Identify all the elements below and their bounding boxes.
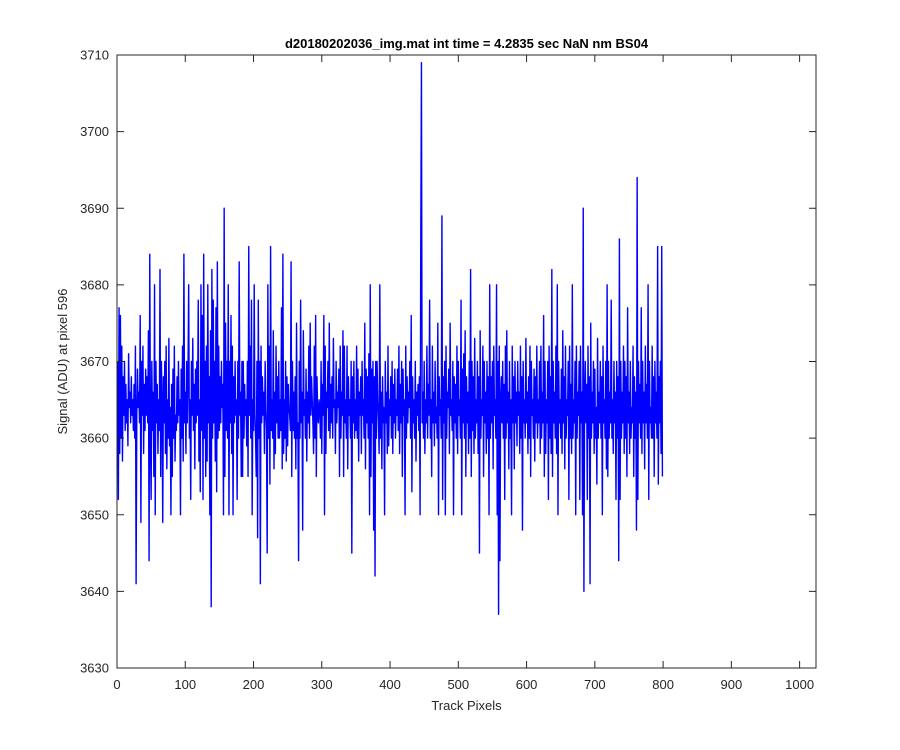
x-axis-label: Track Pixels xyxy=(431,698,502,713)
y-tick-label: 3690 xyxy=(80,201,109,216)
x-tick-label: 300 xyxy=(311,677,333,692)
x-tick-label: 0 xyxy=(113,677,120,692)
y-tick-label: 3630 xyxy=(80,661,109,676)
x-tick-label: 800 xyxy=(652,677,674,692)
x-tick-label: 200 xyxy=(243,677,265,692)
x-tick-label: 100 xyxy=(174,677,196,692)
x-axis-ticks: 0 100 200 300 400 500 600 700 800 900 1000 xyxy=(113,55,814,692)
x-tick-label: 600 xyxy=(516,677,538,692)
y-tick-label: 3700 xyxy=(80,124,109,139)
y-tick-label: 3660 xyxy=(80,431,109,446)
x-tick-label: 400 xyxy=(379,677,401,692)
x-tick-label: 500 xyxy=(447,677,469,692)
y-tick-label: 3680 xyxy=(80,277,109,292)
axes-box xyxy=(117,55,816,668)
series-line-signal xyxy=(116,61,664,616)
y-tick-label: 3640 xyxy=(80,584,109,599)
x-tick-label: 700 xyxy=(584,677,606,692)
y-tick-label: 3670 xyxy=(80,354,109,369)
y-tick-label: 3650 xyxy=(80,507,109,522)
y-tick-label: 3710 xyxy=(80,48,109,63)
chart-title: d20180202036_img.mat int time = 4.2835 s… xyxy=(285,36,649,51)
x-tick-label: 1000 xyxy=(785,677,814,692)
y-axis-label: Signal (ADU) at pixel 596 xyxy=(55,289,70,435)
plot-area xyxy=(116,54,817,669)
y-axis-ticks: 3630 3640 3650 3660 3670 3680 3690 3700 3710 xyxy=(80,48,816,676)
x-tick-label: 900 xyxy=(721,677,743,692)
